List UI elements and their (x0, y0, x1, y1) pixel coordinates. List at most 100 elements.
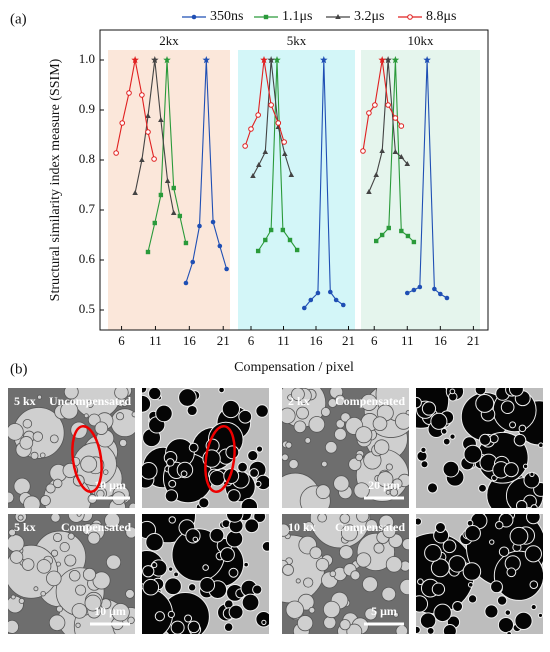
bubble (178, 388, 197, 407)
bubble (52, 478, 63, 489)
bubble (209, 527, 225, 543)
bubble (356, 514, 370, 523)
bubble (385, 556, 403, 573)
bubble (440, 428, 448, 435)
sem-image (282, 388, 409, 508)
marker (411, 287, 417, 293)
bubble (442, 539, 457, 554)
bubble (17, 514, 24, 521)
bubble (115, 412, 125, 421)
bubble (339, 619, 351, 631)
y-tick-label: 0.7 (79, 201, 96, 216)
binarized-image (416, 514, 543, 634)
bubble (282, 407, 296, 425)
bubble (94, 421, 109, 435)
bubble (478, 483, 487, 493)
marker (373, 172, 380, 177)
bubble (426, 626, 435, 634)
marker (379, 148, 385, 153)
y-axis-label: Structural similarity index measure (SSI… (48, 58, 63, 301)
x-tick-label: 16 (183, 333, 197, 348)
bubbles (142, 388, 269, 508)
legend-label: 8.8μs (426, 9, 456, 24)
bubble (228, 567, 239, 578)
bubble (249, 468, 259, 478)
marker (308, 297, 314, 303)
marker (398, 123, 405, 129)
bubble (241, 593, 260, 612)
x-tick-label: 6 (371, 333, 378, 348)
bubble (202, 564, 209, 571)
bubble (296, 406, 309, 420)
binarized-image (142, 514, 269, 634)
bubble (372, 416, 388, 432)
bubble (187, 620, 201, 634)
bubble (106, 554, 122, 570)
marker (411, 239, 417, 245)
bubble (186, 404, 198, 417)
bubbles (282, 514, 409, 634)
bubble (180, 470, 188, 478)
state: Compensated (335, 394, 405, 408)
bubble (48, 614, 66, 632)
marker (197, 223, 202, 229)
marker (360, 148, 366, 154)
bubble (164, 577, 182, 596)
scale-bar-label: 10 μm (94, 478, 126, 492)
bubble (417, 578, 424, 586)
panel-background (361, 50, 480, 330)
bubble (484, 604, 499, 619)
bubble (518, 424, 527, 433)
bubble (125, 589, 135, 599)
bubble (355, 453, 363, 462)
x-tick-label: 21 (217, 333, 230, 348)
marker (260, 56, 268, 64)
bubble (9, 550, 24, 564)
bubble (424, 544, 442, 562)
bubble (500, 400, 515, 415)
bubble (463, 444, 483, 464)
marker (281, 139, 287, 145)
bubble (506, 631, 512, 634)
bubble (538, 442, 543, 448)
bubble (60, 401, 79, 420)
x-tick-label: 16 (310, 333, 324, 348)
bubble (244, 518, 260, 534)
bubble (127, 616, 135, 624)
marker (248, 126, 254, 132)
bubble (321, 460, 328, 468)
bubble (167, 610, 175, 618)
marker (132, 190, 138, 195)
bubble (104, 514, 121, 529)
bubble (46, 570, 62, 587)
bubble (282, 523, 290, 537)
marker (255, 248, 261, 254)
legend-label: 350ns (210, 9, 243, 24)
bubble (50, 549, 59, 557)
bubble (75, 584, 87, 596)
marker (250, 173, 256, 178)
bubbles (142, 514, 269, 634)
marker (268, 227, 274, 233)
bubble (240, 497, 259, 508)
bubble (395, 412, 409, 430)
bubble (170, 620, 185, 634)
marker (288, 172, 295, 177)
bubble (365, 519, 378, 532)
bubble (308, 606, 316, 614)
bubble (86, 400, 94, 409)
bubble (238, 409, 253, 424)
marker (255, 112, 261, 118)
bubble (119, 438, 128, 447)
marker (302, 305, 307, 311)
bubble (30, 451, 39, 460)
bubble (63, 388, 79, 400)
x-tick-label: 11 (149, 333, 162, 348)
marker (438, 291, 443, 297)
marker (190, 259, 196, 265)
scale-bar-label: 5 μm (371, 604, 397, 618)
bubble (80, 455, 98, 473)
bubble (19, 436, 34, 450)
bubble (228, 604, 244, 620)
bubble (282, 564, 294, 576)
